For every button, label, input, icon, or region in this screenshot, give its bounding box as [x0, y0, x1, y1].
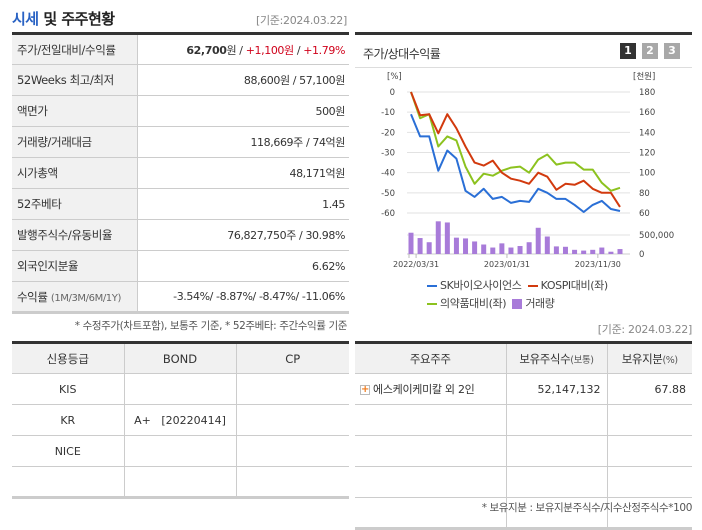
svg-text:120: 120 [639, 149, 655, 159]
expand-plus-icon[interactable]: + [360, 384, 370, 395]
row-value: 88,600원 / 57,100원 [137, 64, 349, 96]
info-footnote: * 수정주가(차트포함), 보통주 기준, * 52주베타: 주간수익률 기준 [74, 320, 348, 332]
divider [355, 67, 692, 68]
row-label: 52Weeks 최고/최저 [12, 64, 138, 96]
table-row: 거래량/거래대금 118,669주 / 74억원 [12, 126, 349, 158]
chart-tab-2[interactable]: 2 [642, 43, 658, 59]
table-row: 52Weeks 최고/최저 88,600원 / 57,100원 [12, 64, 349, 96]
svg-text:0: 0 [390, 88, 395, 98]
holder-name[interactable]: 에스케이케미칼 외 2인 [373, 383, 475, 396]
svg-text:160: 160 [639, 108, 655, 118]
row-label: 발행주식수/유동비율 [12, 219, 138, 251]
chart-title: 주가/상대수익률 [363, 47, 441, 61]
col-header: BOND [124, 342, 237, 374]
holders-as-of-date: [기준: 2024.03.22] [597, 323, 693, 336]
legend-item-pharma: 의약품대비(좌) [427, 297, 507, 310]
table-header-row: 신용등급 BOND CP [12, 342, 349, 374]
legend-item-kospi: KOSPI대비(좌) [527, 279, 608, 292]
table-row: 액면가 500원 [12, 95, 349, 127]
row-label: 외국인지분율 [12, 250, 138, 282]
table-row [12, 466, 349, 499]
row-label: 수익률 (1M/3M/6M/1Y) [12, 281, 138, 314]
table-row: 시가총액 48,171억원 [12, 157, 349, 189]
col-header: 신용등급 [12, 342, 125, 374]
svg-text:2023/01/31: 2023/01/31 [484, 260, 530, 269]
table-header-row: 주요주주 보유주식수(보통) 보유지분(%) [355, 342, 692, 374]
right-unit-label: [천원] [633, 71, 655, 82]
row-label: 52주베타 [12, 188, 138, 220]
table-row: 외국인지분율 6.62% [12, 250, 349, 282]
row-label: 주가/전일대비/수익률 [12, 33, 138, 65]
chart-legend: SK바이오사이언스 KOSPI대비(좌) 의약품대비(좌) 거래량 [427, 277, 608, 311]
chart-tabs: 1 2 3 [620, 43, 680, 59]
svg-text:-30: -30 [381, 149, 395, 159]
row-label: 액면가 [12, 95, 138, 127]
svg-text:-60: -60 [381, 209, 395, 219]
left-unit-label: [%] [387, 72, 402, 82]
row-value: 48,171억원 [137, 157, 349, 189]
svg-text:-50: -50 [381, 189, 395, 199]
table-row: 발행주식수/유동비율 76,827,750주 / 30.98% [12, 219, 349, 251]
svg-text:60: 60 [639, 209, 650, 219]
market-info-table: 주가/전일대비/수익률 62,700원 / +1,100원 / +1.79% 5… [12, 32, 349, 314]
table-row: 수익률 (1M/3M/6M/1Y) -3.54%/ -8.87%/ -8.47%… [12, 281, 349, 314]
table-row: NICE [12, 435, 349, 467]
stock-chart: [%] [천원] 0 180 -10 160 -20 140 -30 120 -40 100 -50… [381, 71, 674, 269]
col-header: 보유지분(%) [607, 342, 692, 374]
col-header: 보유주식수(보통) [506, 342, 608, 374]
credit-rating-table: 신용등급 BOND CP KIS KR A+ [20220414] NICE [12, 341, 349, 499]
svg-text:80: 80 [639, 189, 650, 199]
svg-text:140: 140 [639, 128, 655, 138]
col-header: 주요주주 [355, 342, 507, 374]
chart-tab-3[interactable]: 3 [664, 43, 680, 59]
price-value: 62,700원 / +1,100원 / +1.79% [137, 33, 349, 65]
holders-footnote: * 보유지분 : 보유지분주식수/지수산정주식수*100 [481, 502, 693, 514]
table-row: 주가/전일대비/수익률 62,700원 / +1,100원 / +1.79% [12, 33, 349, 65]
svg-text:0: 0 [639, 250, 644, 260]
table-row: 52주베타 1.45 [12, 188, 349, 220]
row-label: 거래량/거래대금 [12, 126, 138, 158]
svg-text:2023/11/30: 2023/11/30 [575, 260, 621, 269]
chart-tab-1[interactable]: 1 [620, 43, 636, 59]
legend-item-volume: 거래량 [512, 297, 555, 310]
svg-text:100: 100 [639, 169, 655, 179]
table-row: KIS [12, 373, 349, 405]
legend-item-sk: SK바이오사이언스 [427, 279, 522, 292]
svg-text:-40: -40 [381, 169, 395, 179]
row-label: 시가총액 [12, 157, 138, 189]
as-of-date: [기준:2024.03.22] [255, 14, 347, 27]
table-row [355, 466, 692, 498]
svg-text:180: 180 [639, 88, 655, 98]
table-row: KR A+ [20220414] [12, 404, 349, 436]
table-row: + 에스케이케미칼 외 2인 52,147,132 67.88 [355, 373, 692, 405]
returns-value: -3.54%/ -8.87%/ -8.47%/ -11.06% [137, 281, 349, 314]
svg-text:-10: -10 [381, 108, 395, 118]
table-row [355, 404, 692, 436]
table-row [355, 435, 692, 467]
col-header: CP [236, 342, 349, 374]
row-value: 6.62% [137, 250, 349, 282]
row-value: 118,669주 / 74억원 [137, 126, 349, 158]
section-title: 시세 및 주주현황 [12, 10, 115, 28]
row-value: 500원 [137, 95, 349, 127]
svg-text:2022/03/31: 2022/03/31 [393, 260, 439, 269]
svg-text:-20: -20 [381, 128, 395, 138]
svg-text:500,000: 500,000 [639, 231, 674, 241]
chart-panel: 주가/상대수익률 1 2 3 [%] [천원] 0 180 -10 160 -20 140… [355, 32, 692, 316]
row-value: 76,827,750주 / 30.98% [137, 219, 349, 251]
row-value: 1.45 [137, 188, 349, 220]
